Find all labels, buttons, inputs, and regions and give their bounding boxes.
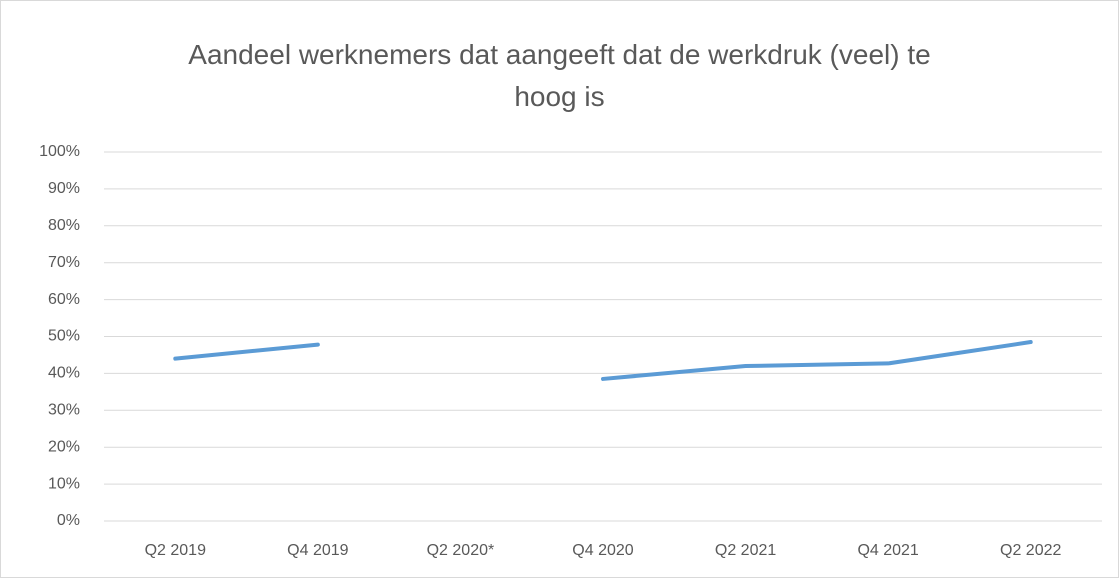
y-tick-label: 90%: [48, 180, 80, 197]
y-tick-label: 30%: [48, 402, 80, 419]
y-tick-label: 40%: [48, 365, 80, 382]
x-tick-label: Q2 2021: [715, 542, 776, 559]
y-tick-label: 50%: [48, 328, 80, 345]
chart-title: Aandeel werknemers dat aangeeft dat de w…: [188, 39, 931, 112]
y-tick-label: 60%: [48, 291, 80, 308]
y-tick-label: 80%: [48, 217, 80, 234]
x-tick-label: Q2 2022: [1000, 542, 1061, 559]
x-tick-label: Q2 2019: [145, 542, 206, 559]
x-tick-label: Q4 2020: [572, 542, 633, 559]
series-line: [173, 340, 1033, 381]
y-tick-label: 100%: [39, 143, 80, 160]
x-tick-label: Q4 2019: [287, 542, 348, 559]
y-tick-label: 10%: [48, 475, 80, 492]
x-tick-label: Q4 2021: [857, 542, 918, 559]
y-tick-label: 0%: [57, 512, 80, 529]
x-tick-label: Q2 2020*: [427, 542, 495, 559]
y-tick-label: 20%: [48, 438, 80, 455]
y-tick-label: 70%: [48, 254, 80, 271]
